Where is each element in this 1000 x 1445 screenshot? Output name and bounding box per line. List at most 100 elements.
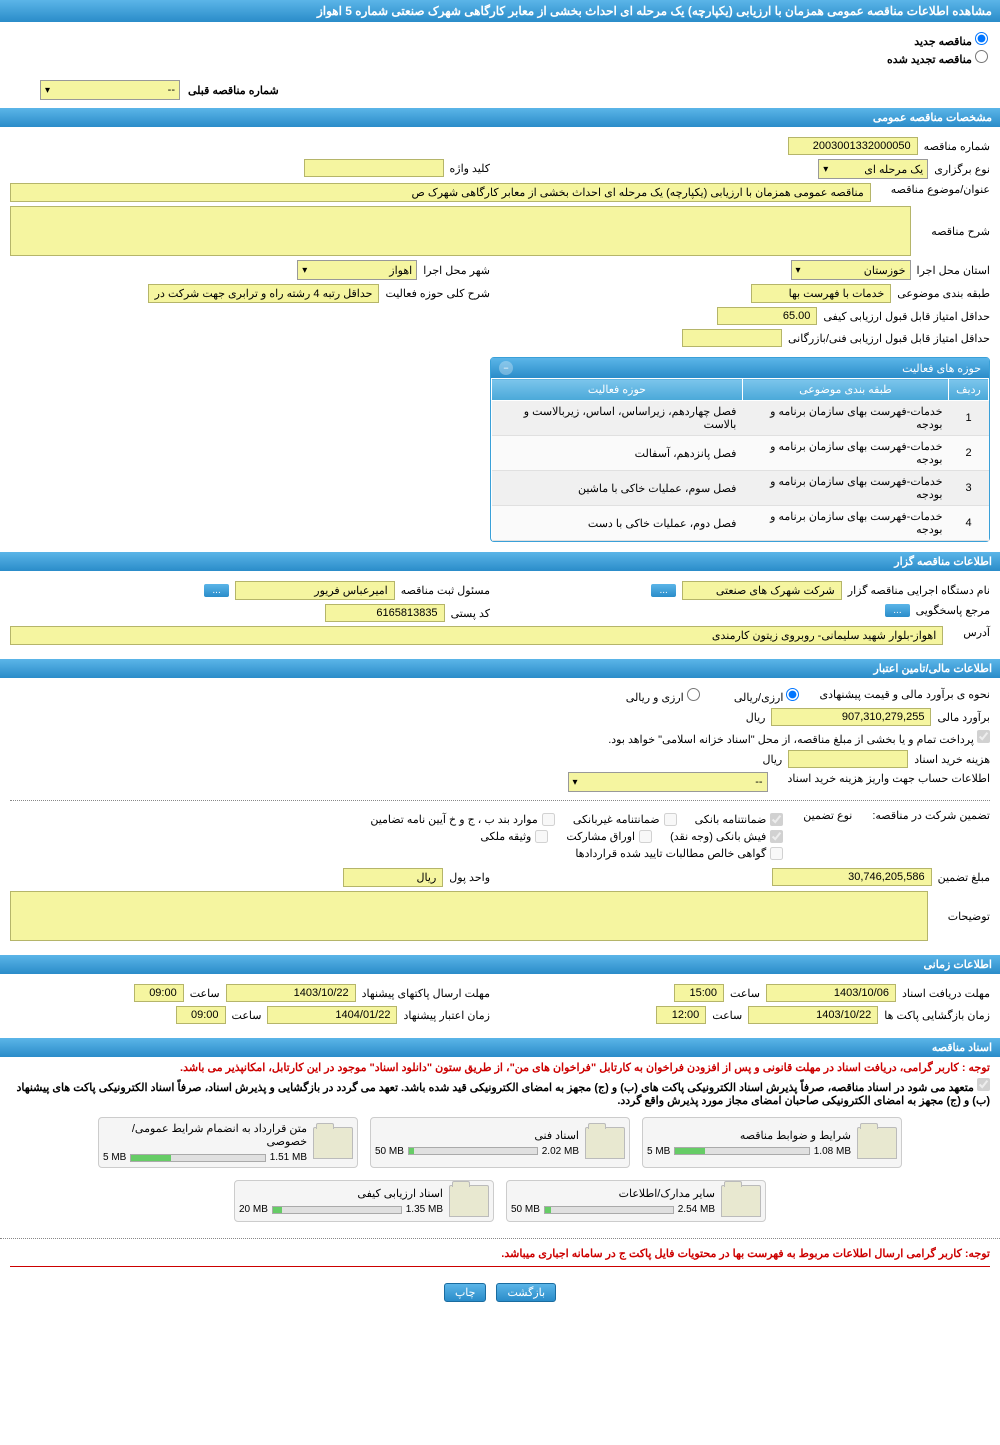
activity-panel-title: حوزه های فعالیت [902, 362, 981, 375]
deposit-info-dropdown[interactable]: -- ▾ [568, 772, 768, 792]
radio-renewed-tender[interactable]: مناقصه تجدید شده [12, 50, 988, 66]
section-financial-body: نحوه ی برآورد مالی و قیمت پیشنهادی ارزی/… [0, 678, 1000, 951]
radio-renewed-label: مناقصه تجدید شده [887, 54, 972, 66]
progress-bar [130, 1154, 265, 1162]
province-value: خوزستان [864, 264, 906, 277]
validity-label: زمان اعتبار پیشنهاد [403, 1009, 490, 1022]
file-total: 50 MB [511, 1204, 540, 1215]
cb-participation[interactable]: اوراق مشارکت [566, 830, 652, 843]
city-dropdown[interactable]: اهواز ▾ [297, 260, 417, 280]
type-value: یک مرحله ای [864, 163, 923, 176]
cb-bank-guarantee[interactable]: ضمانتنامه بانکی [695, 813, 784, 826]
cb-claims[interactable]: گواهی خالص مطالبات تایید شده قراردادها [575, 847, 783, 860]
progress-bar [272, 1206, 402, 1214]
currency-unit-field: ریال [343, 868, 443, 887]
table-row: 1خدمات-فهرست بهای سازمان برنامه و بودجهف… [492, 401, 989, 436]
currency-unit-label: واحد پول [449, 871, 490, 884]
section-docs-header: اسناد مناقصه [0, 1038, 1000, 1057]
progress-bar [674, 1147, 809, 1155]
send-deadline-label: مهلت ارسال پاکتهای پیشنهاد [362, 987, 490, 1000]
desc-field[interactable] [10, 206, 911, 256]
file-title: اسناد فنی [375, 1129, 579, 1142]
section-docs-body: توجه : کاربر گرامی، دریافت اسناد در مهلت… [0, 1061, 1000, 1267]
buy-cost-label: هزینه خرید اسناد [914, 753, 990, 766]
prev-tender-value: -- [168, 84, 175, 96]
divider [10, 800, 990, 801]
cb-nonbank-guarantee[interactable]: ضمانتنامه غیربانکی [573, 813, 677, 826]
radio-new-tender[interactable]: مناقصه جدید [12, 32, 988, 48]
file-title: متن قرارداد به انضمام شرایط عمومی/خصوصی [103, 1122, 307, 1148]
table-row: 3خدمات-فهرست بهای سازمان برنامه و بودجهف… [492, 471, 989, 506]
prev-tender-dropdown[interactable]: -- ▾ [40, 80, 180, 100]
guarantee-amount-field: 30,746,205,586 [772, 868, 932, 886]
exec-field: شرکت شهرک های صنعتی [682, 581, 842, 600]
time-label: ساعت [712, 1009, 742, 1022]
docs-commit-checkbox [977, 1078, 990, 1091]
buy-cost-field[interactable] [788, 750, 908, 768]
print-button[interactable]: چاپ [444, 1283, 487, 1302]
reg-manager-more-button[interactable]: ... [204, 584, 228, 597]
chevron-down-icon: ▾ [302, 265, 307, 276]
keyword-field[interactable] [304, 159, 444, 177]
progress-bar [408, 1147, 538, 1155]
docs-note2: متعهد می شود در اسناد مناقصه، صرفاً پذیر… [10, 1078, 990, 1107]
subject-label: عنوان/موضوع مناقصه [891, 183, 990, 196]
province-dropdown[interactable]: خوزستان ▾ [791, 260, 911, 280]
page-header: مشاهده اطلاعات مناقصه عمومی همزمان با ار… [0, 0, 1000, 22]
chevron-down-icon: ▾ [45, 85, 50, 96]
col-row: ردیف [949, 379, 989, 401]
file-total: 20 MB [239, 1204, 268, 1215]
file-card[interactable]: اسناد ارزیابی کیفی 20 MB 1.35 MB [234, 1180, 494, 1222]
file-card[interactable]: اسناد فنی 50 MB 2.02 MB [370, 1117, 630, 1168]
folder-icon [313, 1127, 353, 1159]
cb-items-bj[interactable]: موارد بند ب ، ج و خ آیین نامه تضامین [370, 813, 554, 826]
cb-property[interactable]: وثیقه ملکی [480, 830, 548, 843]
radio-new-label: مناقصه جدید [914, 36, 972, 48]
reg-manager-field: امیرعباس فریور [235, 581, 395, 600]
guarantee-amount-label: مبلغ تضمین [938, 871, 990, 884]
file-card[interactable]: شرایط و ضوابط مناقصه 5 MB 1.08 MB [642, 1117, 902, 1168]
footer-buttons: بازگشت چاپ [0, 1273, 1000, 1312]
radio-rial[interactable]: ارزی/ریالی [734, 688, 800, 704]
file-card[interactable]: متن قرارداد به انضمام شرایط عمومی/خصوصی … [98, 1117, 358, 1168]
file-used: 1.35 MB [406, 1204, 443, 1215]
back-button[interactable]: بازگشت [496, 1283, 556, 1302]
cb-cash[interactable]: فیش بانکی (وجه نقد) [670, 830, 783, 843]
tender-no-field: 2003001332000050 [788, 137, 918, 155]
section-general-header: مشخصات مناقصه عمومی [0, 108, 1000, 127]
radio-both[interactable]: ارزی و ریالی [626, 688, 700, 704]
postal-label: کد پستی [451, 607, 490, 620]
file-title: اسناد ارزیابی کیفی [239, 1187, 443, 1200]
tender-mode-group: مناقصه جدید مناقصه تجدید شده [0, 22, 1000, 76]
file-total: 50 MB [375, 1146, 404, 1157]
responder-label: مرجع پاسخگویی [916, 604, 990, 617]
receive-deadline-label: مهلت دریافت اسناد [902, 987, 990, 1000]
chevron-down-icon: ▾ [573, 777, 578, 788]
section-timing-body: مهلت دریافت اسناد 1403/10/06 ساعت 15:00 … [0, 974, 1000, 1034]
table-row: 4خدمات-فهرست بهای سازمان برنامه و بودجهف… [492, 506, 989, 541]
type-dropdown[interactable]: یک مرحله ای ▾ [818, 159, 928, 179]
file-card[interactable]: سایر مدارک/اطلاعات 50 MB 2.54 MB [506, 1180, 766, 1222]
red-divider [10, 1266, 990, 1267]
activity-scope-field: حداقل رتبه 4 رشته راه و ترابری جهت شرکت … [148, 284, 380, 303]
file-grid: شرایط و ضوابط مناقصه 5 MB 1.08 MB اسناد … [0, 1109, 1000, 1230]
validity-time: 09:00 [176, 1006, 226, 1024]
guarantee-type-label: نوع تضمین [803, 809, 852, 822]
address-field: اهواز-بلوار شهید سلیمانی- روبروی زیتون ک… [10, 626, 943, 645]
explanation-field[interactable] [10, 891, 928, 941]
section-financial-header: اطلاعات مالی/تامین اعتبار [0, 659, 1000, 678]
payment-note-checkbox[interactable]: پرداخت تمام و یا بخشی از مبلغ مناقصه، از… [608, 730, 990, 746]
opening-time: 12:00 [656, 1006, 706, 1024]
section-tenderer-body: نام دستگاه اجرایی مناقصه گزار شرکت شهرک … [0, 571, 1000, 655]
time-label: ساعت [730, 987, 760, 1000]
min-tech-field [682, 329, 782, 347]
estimate-label: برآورد مالی [937, 711, 990, 724]
col-category: طبقه بندی موضوعی [742, 379, 948, 401]
folder-icon [585, 1127, 625, 1159]
exec-more-button[interactable]: ... [651, 584, 675, 597]
responder-more-button[interactable]: ... [885, 604, 909, 617]
collapse-icon[interactable]: − [499, 361, 513, 375]
category-label: طبقه بندی موضوعی [897, 287, 990, 300]
file-total: 5 MB [647, 1146, 670, 1157]
tender-no-label: شماره مناقصه [924, 140, 990, 153]
